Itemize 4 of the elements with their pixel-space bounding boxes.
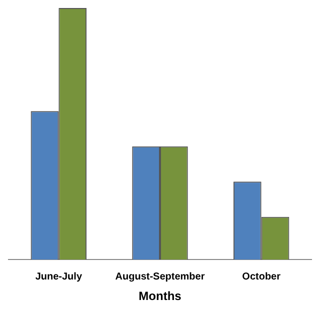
x-tick-label: October	[242, 271, 281, 282]
x-axis-title: Months	[138, 289, 182, 304]
x-tick-label: August-September	[115, 271, 205, 282]
x-tick-label: June-July	[35, 271, 82, 282]
